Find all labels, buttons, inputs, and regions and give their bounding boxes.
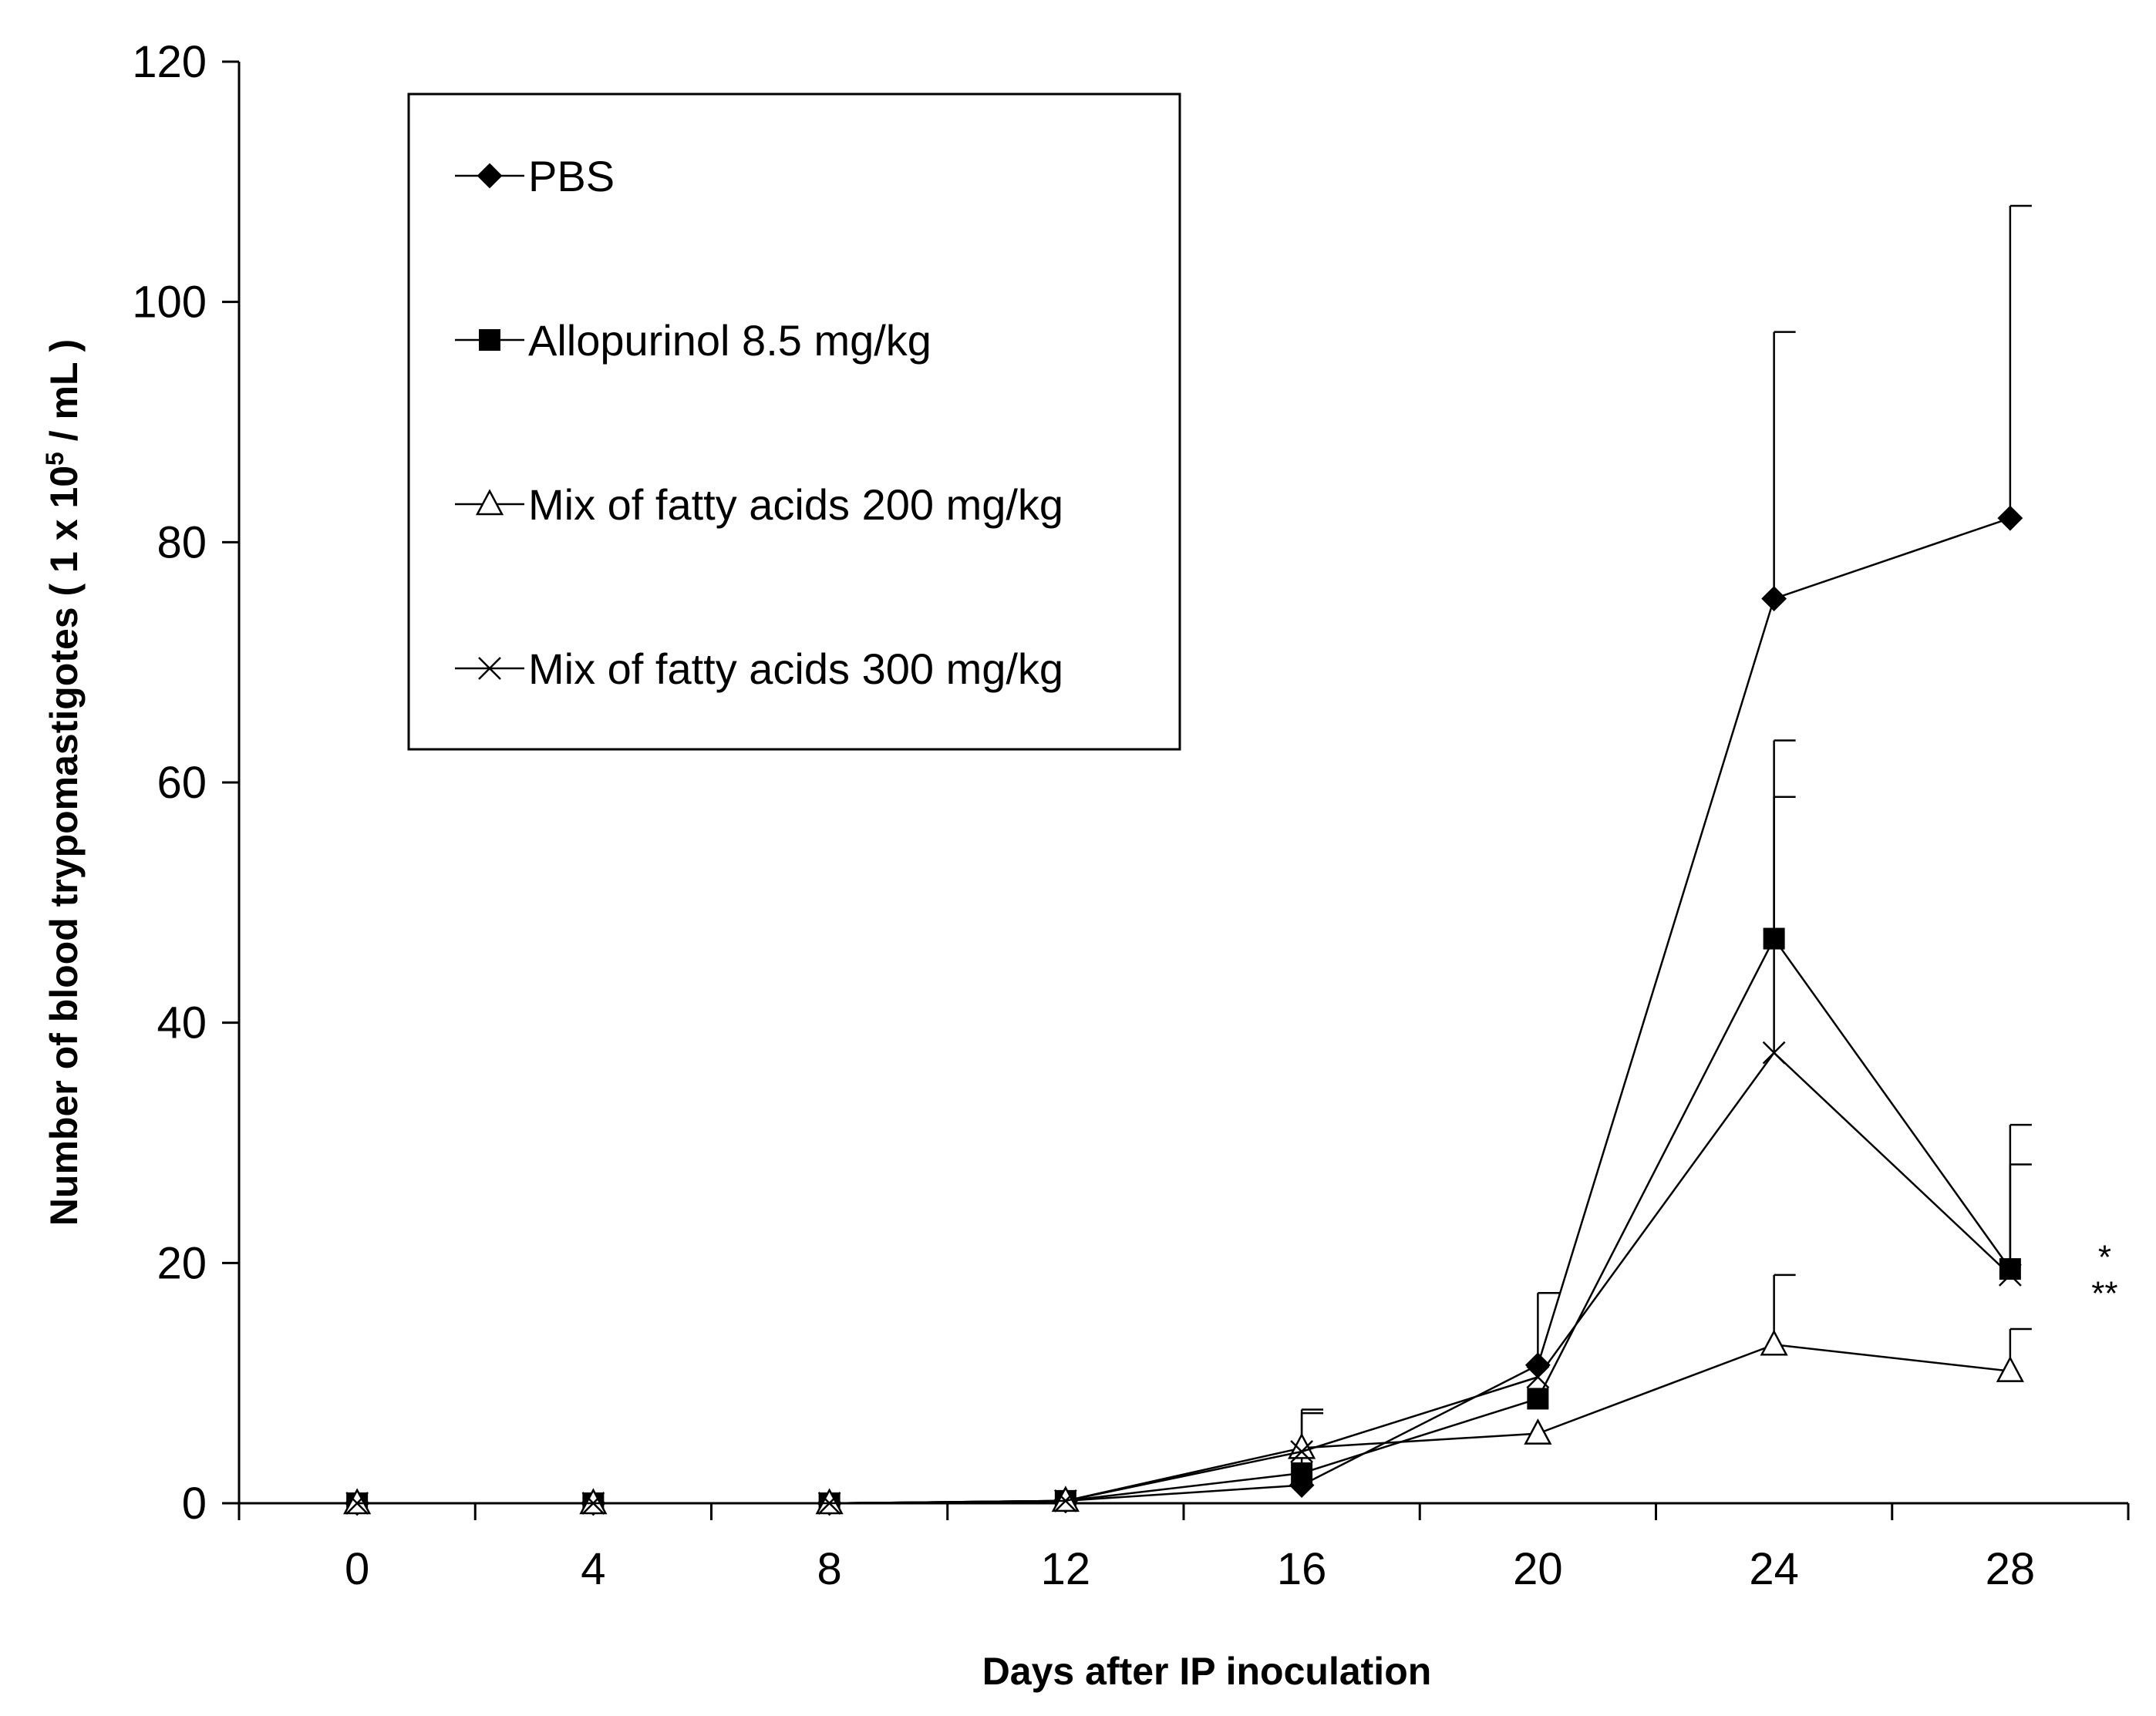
y-tick-label: 100 bbox=[132, 278, 207, 328]
data-point bbox=[581, 1492, 605, 1515]
data-point bbox=[1996, 1355, 2024, 1382]
legend-marker bbox=[478, 657, 501, 680]
data-point bbox=[1998, 1263, 2022, 1287]
series-layer: *** bbox=[343, 204, 2118, 1516]
x-marker-stroke bbox=[345, 1492, 369, 1515]
data-point bbox=[1526, 1365, 1550, 1389]
legend-box bbox=[407, 93, 1181, 751]
legend-label: PBS bbox=[528, 152, 615, 200]
significance-annotation: ** bbox=[2091, 1274, 2117, 1312]
x-marker-stroke bbox=[478, 657, 501, 680]
x-tick-label: 20 bbox=[1513, 1544, 1563, 1594]
legend-marker bbox=[479, 329, 500, 351]
series-4 bbox=[345, 796, 2032, 1515]
x-marker-stroke bbox=[817, 1492, 841, 1515]
x-marker-stroke bbox=[1053, 1489, 1077, 1512]
series-line bbox=[357, 937, 2011, 1505]
significance-annotation: * bbox=[2098, 1239, 2111, 1277]
data-point bbox=[1761, 586, 1787, 611]
legend-entry: Mix of fatty acids 300 mg/kg bbox=[455, 644, 1063, 693]
data-point bbox=[815, 1488, 844, 1515]
series-line bbox=[357, 1051, 2011, 1505]
data-point bbox=[1290, 1440, 1314, 1463]
y-tick-label: 60 bbox=[157, 758, 207, 808]
x-tick-label: 16 bbox=[1277, 1544, 1327, 1594]
x-marker-stroke bbox=[1998, 1263, 2022, 1287]
x-marker-stroke bbox=[1290, 1440, 1314, 1463]
y-axis-title: Number of blood trypomastigotes ( 1 x 10… bbox=[41, 339, 86, 1226]
x-tick-label: 4 bbox=[581, 1544, 605, 1594]
y-tick-label: 80 bbox=[157, 517, 207, 567]
data-point bbox=[1997, 505, 2023, 531]
legend-entry: PBS bbox=[455, 152, 615, 200]
legend-label: Mix of fatty acids 300 mg/kg bbox=[528, 644, 1063, 693]
x-tick-label: 28 bbox=[1986, 1544, 2036, 1594]
data-point bbox=[817, 1492, 841, 1515]
series-line bbox=[357, 1344, 2011, 1505]
data-point bbox=[1291, 1462, 1313, 1485]
y-axis-title-prefix: Number of blood trypomastigotes ( 1 x 10 bbox=[42, 466, 86, 1226]
legend-marker bbox=[477, 163, 503, 189]
x-marker-stroke bbox=[581, 1492, 605, 1515]
data-point bbox=[343, 1488, 372, 1515]
data-point bbox=[1527, 1388, 1549, 1410]
x-axis-title: Days after IP inoculation bbox=[982, 1650, 1432, 1693]
legend-entry: Mix of fatty acids 200 mg/kg bbox=[455, 480, 1063, 529]
legend-marker bbox=[475, 489, 504, 516]
data-point bbox=[1524, 1418, 1552, 1445]
legend-label: Mix of fatty acids 200 mg/kg bbox=[528, 480, 1063, 529]
y-tick-label: 20 bbox=[157, 1238, 207, 1288]
x-tick-label: 12 bbox=[1041, 1544, 1091, 1594]
data-point bbox=[1053, 1489, 1077, 1512]
x-marker-stroke bbox=[1762, 1041, 1786, 1065]
data-point bbox=[1762, 1041, 1786, 1065]
data-point bbox=[1288, 1432, 1316, 1459]
x-tick-label: 0 bbox=[345, 1544, 369, 1594]
y-axis-title-suffix: / mL ) bbox=[42, 339, 86, 452]
y-tick-label: 120 bbox=[132, 37, 207, 87]
tick-marks: 0 20 40 60 80 100 120 0 4 8 12 16 20 24 28 bbox=[132, 37, 2130, 1594]
legend-entry: Allopurinol 8.5 mg/kg bbox=[455, 316, 931, 365]
x-tick-label: 24 bbox=[1749, 1544, 1799, 1594]
series-2 bbox=[346, 739, 2032, 1514]
legend-label: Allopurinol 8.5 mg/kg bbox=[528, 316, 931, 365]
y-tick-label: 0 bbox=[182, 1479, 207, 1529]
data-point bbox=[345, 1492, 369, 1515]
x-marker-stroke bbox=[1526, 1365, 1550, 1389]
legend: PBS Allopurinol 8.5 mg/kg Mix of fatty aci… bbox=[407, 93, 1181, 751]
y-tick-label: 40 bbox=[157, 998, 207, 1048]
series-3 bbox=[343, 1274, 2032, 1515]
y-axis-title-superscript: 5 bbox=[41, 452, 69, 466]
data-point bbox=[1760, 1329, 1788, 1356]
data-point bbox=[579, 1488, 608, 1515]
x-tick-label: 8 bbox=[817, 1544, 841, 1594]
